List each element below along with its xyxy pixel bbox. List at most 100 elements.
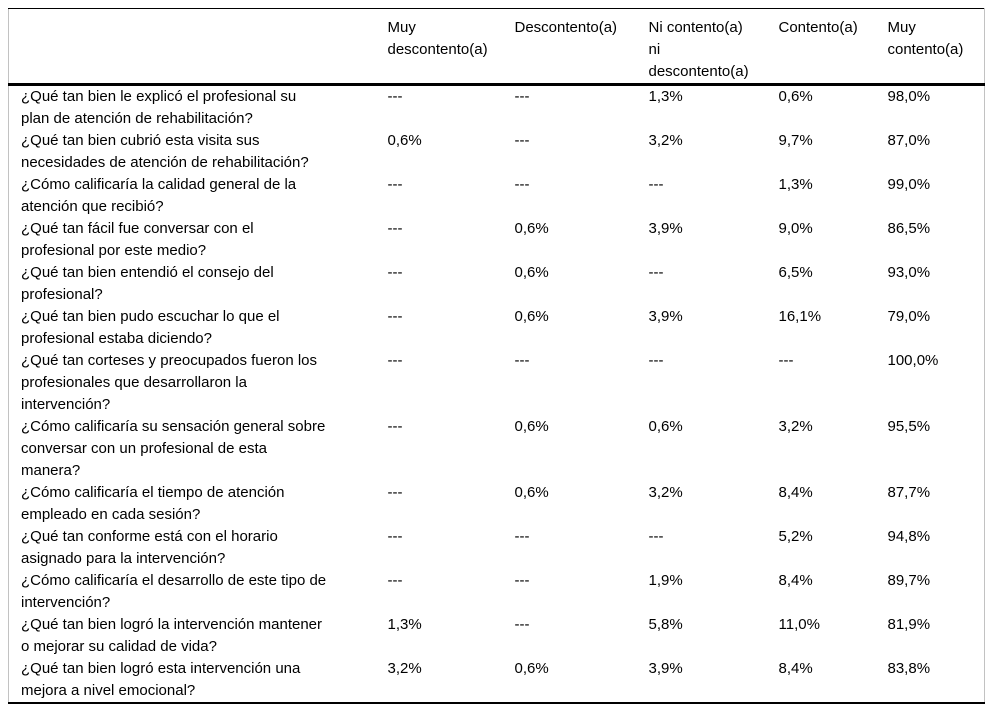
value-cell-contento: 0,6% — [778, 88, 813, 105]
table-row: ¿Cómo calificaría su sensación general s… — [9, 416, 985, 482]
table-row: ¿Qué tan bien logró esta intervención un… — [9, 658, 985, 703]
table-row: ¿Qué tan bien logró la intervención mant… — [9, 614, 985, 658]
question-cell: ¿Qué tan bien logró la intervención mant… — [21, 616, 323, 655]
column-header-muy-descontento: Muy descontento(a) — [387, 8, 515, 86]
value-cell-descontento: --- — [514, 572, 530, 589]
value-cell-muy-descontento: --- — [387, 484, 403, 501]
question-cell: ¿Qué tan bien cubrió esta visita sus nec… — [21, 132, 309, 171]
value-cell-contento: 1,3% — [778, 176, 813, 193]
value-cell-contento: 6,5% — [778, 264, 813, 281]
table-row: ¿Qué tan bien le explicó el profesional … — [9, 85, 985, 131]
column-header-question — [8, 8, 388, 86]
value-cell-contento: 9,7% — [778, 132, 813, 149]
column-header-contento: Contento(a) — [778, 8, 888, 86]
value-cell-muy-contento: 95,5% — [887, 418, 931, 435]
table-row: ¿Qué tan conforme está con el horario as… — [9, 526, 985, 570]
value-cell-ni-contento-ni-descontento: 3,9% — [648, 660, 683, 677]
value-cell-muy-descontento: 0,6% — [387, 132, 422, 149]
value-cell-contento: 8,4% — [778, 572, 813, 589]
table-row: ¿Cómo calificaría la calidad general de … — [9, 174, 985, 218]
question-cell: ¿Qué tan fácil fue conversar con el prof… — [21, 220, 254, 259]
value-cell-descontento: --- — [514, 528, 530, 545]
value-cell-muy-descontento: --- — [387, 220, 403, 237]
column-header-ni-contento-ni-descontento: Ni contento(a) ni descontento(a) — [648, 8, 779, 86]
value-cell-descontento: --- — [514, 616, 530, 633]
value-cell-muy-contento: 83,8% — [887, 660, 931, 677]
satisfaction-table: Muy descontento(a) Descontento(a) Ni con… — [8, 8, 985, 704]
question-cell: ¿Qué tan corteses y preocupados fueron l… — [21, 352, 318, 413]
column-header-descontento: Descontento(a) — [514, 8, 649, 86]
value-cell-ni-contento-ni-descontento: 3,2% — [648, 132, 683, 149]
value-cell-ni-contento-ni-descontento: 3,9% — [648, 220, 683, 237]
table-row: ¿Qué tan bien pudo escuchar lo que el pr… — [9, 306, 985, 350]
value-cell-ni-contento-ni-descontento: --- — [648, 176, 664, 193]
value-cell-contento: 5,2% — [778, 528, 813, 545]
value-cell-muy-contento: 87,0% — [887, 132, 931, 149]
question-cell: ¿Qué tan bien entendió el consejo del pr… — [21, 264, 274, 303]
value-cell-contento: 8,4% — [778, 660, 813, 677]
table-row: ¿Qué tan bien entendió el consejo del pr… — [9, 262, 985, 306]
value-cell-ni-contento-ni-descontento: --- — [648, 528, 664, 545]
question-cell: ¿Cómo calificaría el tiempo de atención … — [21, 484, 285, 523]
value-cell-muy-descontento: --- — [387, 528, 403, 545]
value-cell-muy-descontento: 3,2% — [387, 660, 422, 677]
value-cell-muy-descontento: --- — [387, 572, 403, 589]
value-cell-ni-contento-ni-descontento: 1,3% — [648, 88, 683, 105]
value-cell-muy-descontento: --- — [387, 176, 403, 193]
question-cell: ¿Cómo calificaría su sensación general s… — [21, 418, 326, 479]
value-cell-contento: 8,4% — [778, 484, 813, 501]
value-cell-ni-contento-ni-descontento: --- — [648, 352, 664, 369]
value-cell-muy-contento: 89,7% — [887, 572, 931, 589]
table-body: ¿Qué tan bien le explicó el profesional … — [9, 85, 985, 704]
value-cell-descontento: 0,6% — [514, 418, 549, 435]
value-cell-muy-contento: 81,9% — [887, 616, 931, 633]
column-header-muy-contento: Muy contento(a) — [887, 8, 985, 86]
value-cell-muy-contento: 99,0% — [887, 176, 931, 193]
question-cell: ¿Cómo calificaría la calidad general de … — [21, 176, 297, 215]
table-row: ¿Cómo calificaría el desarrollo de este … — [9, 570, 985, 614]
value-cell-descontento: --- — [514, 352, 530, 369]
value-cell-descontento: 0,6% — [514, 660, 549, 677]
value-cell-ni-contento-ni-descontento: 5,8% — [648, 616, 683, 633]
value-cell-descontento: --- — [514, 176, 530, 193]
value-cell-muy-contento: 100,0% — [887, 352, 939, 369]
value-cell-ni-contento-ni-descontento: 1,9% — [648, 572, 683, 589]
value-cell-muy-descontento: --- — [387, 264, 403, 281]
value-cell-muy-descontento: --- — [387, 418, 403, 435]
value-cell-muy-contento: 79,0% — [887, 308, 931, 325]
value-cell-muy-contento: 87,7% — [887, 484, 931, 501]
value-cell-descontento: --- — [514, 88, 530, 105]
value-cell-ni-contento-ni-descontento: 3,9% — [648, 308, 683, 325]
value-cell-ni-contento-ni-descontento: 0,6% — [648, 418, 683, 435]
value-cell-contento: --- — [778, 352, 794, 369]
value-cell-descontento: --- — [514, 132, 530, 149]
question-cell: ¿Qué tan conforme está con el horario as… — [21, 528, 278, 567]
question-cell: ¿Qué tan bien le explicó el profesional … — [21, 88, 297, 127]
value-cell-muy-contento: 93,0% — [887, 264, 931, 281]
value-cell-contento: 16,1% — [778, 308, 822, 325]
question-cell: ¿Qué tan bien pudo escuchar lo que el pr… — [21, 308, 280, 347]
value-cell-descontento: 0,6% — [514, 484, 549, 501]
value-cell-muy-contento: 94,8% — [887, 528, 931, 545]
table-row: ¿Cómo calificaría el tiempo de atención … — [9, 482, 985, 526]
value-cell-muy-descontento: 1,3% — [387, 616, 422, 633]
value-cell-ni-contento-ni-descontento: --- — [648, 264, 664, 281]
value-cell-contento: 11,0% — [778, 616, 820, 633]
question-cell: ¿Qué tan bien logró esta intervención un… — [21, 660, 301, 699]
value-cell-contento: 3,2% — [778, 418, 813, 435]
value-cell-descontento: 0,6% — [514, 220, 549, 237]
table-row: ¿Qué tan fácil fue conversar con el prof… — [9, 218, 985, 262]
question-cell: ¿Cómo calificaría el desarrollo de este … — [21, 572, 327, 611]
table-row: ¿Qué tan corteses y preocupados fueron l… — [9, 350, 985, 416]
value-cell-descontento: 0,6% — [514, 308, 549, 325]
value-cell-muy-descontento: --- — [387, 352, 403, 369]
table-row: ¿Qué tan bien cubrió esta visita sus nec… — [9, 130, 985, 174]
value-cell-ni-contento-ni-descontento: 3,2% — [648, 484, 683, 501]
value-cell-muy-descontento: --- — [387, 88, 403, 105]
value-cell-contento: 9,0% — [778, 220, 813, 237]
header-row: Muy descontento(a) Descontento(a) Ni con… — [8, 8, 985, 86]
value-cell-descontento: 0,6% — [514, 264, 549, 281]
value-cell-muy-descontento: --- — [387, 308, 403, 325]
value-cell-muy-contento: 86,5% — [887, 220, 931, 237]
